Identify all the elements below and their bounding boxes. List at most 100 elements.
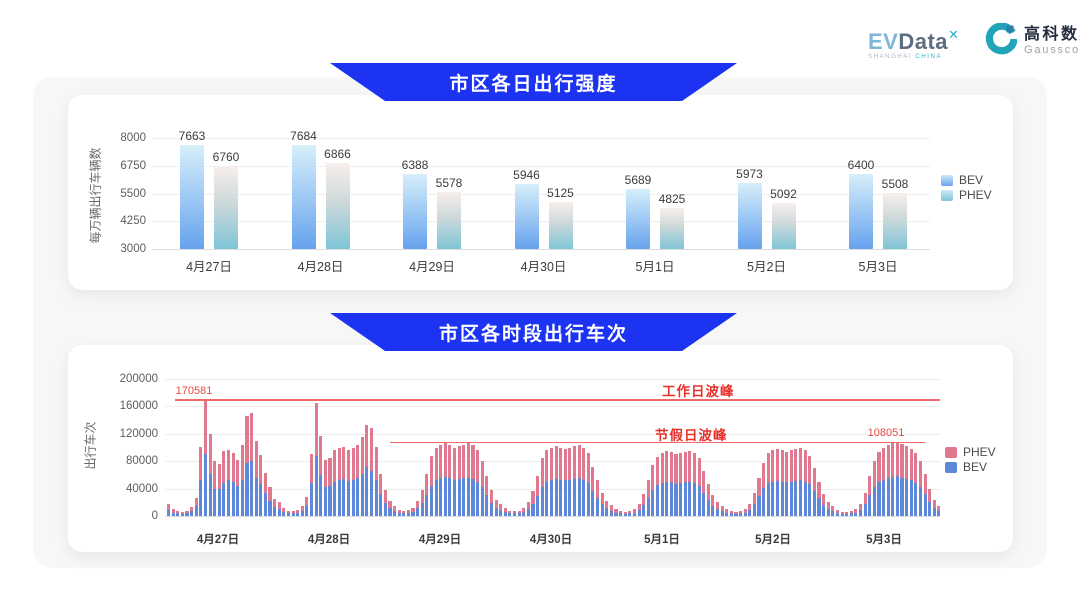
bev-stack-bar bbox=[895, 476, 899, 516]
bev-stack-bar bbox=[512, 513, 517, 516]
bev-stack-bar bbox=[236, 485, 240, 516]
bev-stack-bar bbox=[688, 481, 692, 516]
bev-bar-value-label: 5973 bbox=[736, 166, 763, 181]
workday-peak-value: 170581 bbox=[175, 385, 213, 398]
phev-stack-bar bbox=[794, 448, 798, 482]
evdata-subtext: SHANGHAI CHINA bbox=[868, 54, 943, 60]
bev-stack-bar bbox=[217, 488, 221, 516]
x-tick-label: 5月3日 bbox=[858, 260, 898, 274]
phev-stack-bar bbox=[785, 451, 789, 483]
phev-stack-bar bbox=[185, 510, 189, 514]
phev-legend-label: PHEV bbox=[963, 445, 996, 459]
bev-bar-value-label: 5689 bbox=[624, 173, 652, 188]
phev-stack-bar bbox=[476, 450, 480, 482]
bev-stack-bar bbox=[674, 483, 678, 516]
phev-stack-bar bbox=[918, 461, 923, 488]
y-tick-label: 200000 bbox=[119, 373, 158, 385]
bev-stack-bar bbox=[766, 483, 770, 516]
bev-stack-bar bbox=[780, 481, 784, 516]
phev-stack-bar bbox=[526, 502, 530, 510]
phev-stack-bar bbox=[213, 461, 217, 489]
phev-stack-bar bbox=[706, 484, 710, 501]
phev-stack-bar bbox=[489, 489, 493, 503]
phev-stack-bar bbox=[268, 486, 272, 501]
bev-stack-bar bbox=[425, 494, 429, 516]
bev-stack-bar bbox=[637, 509, 641, 516]
bev-stack-bar bbox=[752, 504, 756, 516]
bev-bar bbox=[291, 145, 316, 249]
bev-legend-swatch bbox=[945, 461, 957, 473]
evdata-x-icon: ✕ bbox=[948, 27, 960, 42]
phev-bar bbox=[214, 165, 238, 249]
phev-stack-bar bbox=[679, 452, 683, 484]
bev-stack-bar bbox=[605, 508, 609, 516]
phev-stack-bar bbox=[762, 462, 766, 488]
phev-stack-bar bbox=[540, 458, 544, 487]
bev-stack-bar bbox=[582, 480, 586, 516]
bev-stack-bar bbox=[480, 487, 484, 516]
daily-intensity-chart: 每万辆出行车辆数 3000 4250 5500 6750 8000 4月27日 7663 676… bbox=[68, 95, 1013, 290]
phev-stack-bar bbox=[351, 447, 355, 480]
phev-bar-value-label: 6866 bbox=[324, 147, 351, 162]
phev-stack-bar bbox=[393, 506, 397, 512]
bev-stack-bar bbox=[812, 491, 816, 516]
bev-bar bbox=[626, 189, 650, 249]
phev-stack-bar bbox=[835, 509, 839, 513]
phev-stack-bar bbox=[259, 455, 263, 485]
x-tick-label: 5月2日 bbox=[755, 534, 791, 546]
bev-stack-bar bbox=[365, 467, 369, 516]
bev-stack-bar bbox=[323, 487, 327, 516]
bev-stack-bar bbox=[937, 510, 941, 516]
phev-stack-bar bbox=[674, 454, 678, 484]
phev-stack-bar bbox=[273, 498, 277, 508]
phev-stack-bar bbox=[231, 452, 235, 483]
phev-stack-bar bbox=[582, 447, 586, 481]
x-tick-label: 4月29日 bbox=[409, 260, 455, 274]
bev-stack-bar bbox=[600, 504, 604, 516]
bev-stack-bar bbox=[586, 483, 590, 516]
x-tick-label: 4月28日 bbox=[307, 534, 351, 546]
bev-bar-value-label: 6388 bbox=[401, 157, 429, 172]
phev-stack-bar bbox=[240, 444, 244, 481]
phev-stack-bar bbox=[817, 481, 821, 499]
gridline bbox=[152, 193, 930, 195]
phev-legend-swatch bbox=[941, 189, 953, 201]
bev-stack-bar bbox=[268, 500, 272, 516]
bev-stack-bar bbox=[715, 509, 720, 516]
phev-stack-bar bbox=[429, 455, 434, 486]
bev-stack-bar bbox=[346, 481, 350, 516]
bev-stack-bar bbox=[743, 512, 747, 516]
phev-bar-value-label: 5578 bbox=[435, 175, 463, 190]
phev-stack-bar bbox=[314, 402, 318, 456]
bev-stack-bar bbox=[660, 483, 664, 516]
phev-stack-bar bbox=[822, 494, 826, 506]
bev-stack-bar bbox=[526, 509, 530, 516]
phev-stack-bar bbox=[499, 503, 503, 510]
phev-stack-bar bbox=[208, 434, 212, 474]
bev-stack-bar bbox=[402, 513, 406, 516]
bev-stack-bar bbox=[383, 502, 387, 516]
phev-stack-bar bbox=[453, 447, 457, 480]
bev-stack-bar bbox=[305, 505, 309, 516]
gridline bbox=[165, 406, 940, 408]
bev-stack-bar bbox=[642, 505, 646, 516]
bev-bar-value-label: 7663 bbox=[178, 129, 206, 144]
phev-stack-bar bbox=[886, 444, 890, 479]
phev-stack-bar bbox=[531, 491, 535, 504]
bev-stack-bar bbox=[282, 511, 286, 516]
x-tick-label: 5月3日 bbox=[866, 534, 902, 546]
phev-stack-bar bbox=[425, 473, 429, 495]
phev-stack-bar bbox=[637, 503, 641, 510]
bev-stack-bar bbox=[734, 513, 738, 516]
bev-stack-bar bbox=[245, 462, 249, 516]
phev-legend-label: PHEV bbox=[959, 188, 992, 202]
phev-stack-bar bbox=[319, 435, 323, 475]
phev-stack-bar bbox=[420, 489, 424, 503]
phev-stack-bar bbox=[434, 447, 438, 481]
phev-stack-bar bbox=[383, 489, 387, 503]
x-tick-label: 5月1日 bbox=[644, 534, 680, 546]
phev-stack-bar bbox=[734, 511, 738, 514]
bev-stack-bar bbox=[854, 512, 858, 516]
phev-stack-bar bbox=[780, 450, 784, 482]
bev-stack-bar bbox=[623, 513, 627, 516]
